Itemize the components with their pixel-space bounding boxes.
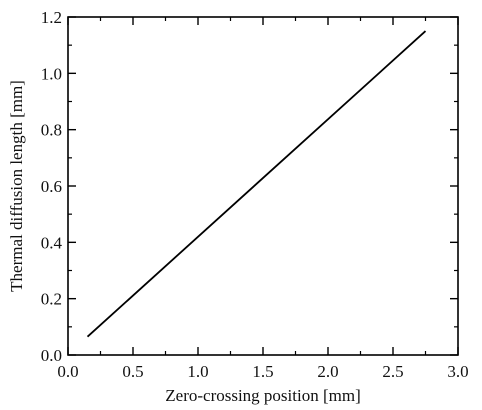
y-axis-title: Thermal diffusion length [mm] <box>7 80 26 292</box>
y-tick-label: 0.2 <box>41 290 62 309</box>
y-ticks <box>68 16 458 356</box>
x-tick-labels: 0.0 0.5 1.0 1.5 2.0 2.5 3.0 <box>57 362 468 381</box>
plot-frame <box>67 16 459 356</box>
x-tick-label: 3.0 <box>447 362 468 381</box>
y-tick-label: 0.8 <box>41 121 62 140</box>
y-tick-label: 0.4 <box>41 233 63 252</box>
x-tick-label: 1.0 <box>187 362 208 381</box>
y-tick-label: 0.0 <box>41 346 62 365</box>
y-tick-label: 0.6 <box>41 177 62 196</box>
x-tick-label: 2.0 <box>317 362 338 381</box>
x-tick-label: 0.0 <box>57 362 78 381</box>
y-tick-label: 1.2 <box>41 8 62 27</box>
x-tick-label: 1.5 <box>252 362 273 381</box>
series-line-0 <box>86 30 427 338</box>
x-axis-title: Zero-crossing position [mm] <box>165 386 360 405</box>
y-tick-label: 1.0 <box>41 64 62 83</box>
series-group <box>86 30 427 338</box>
x-ticks <box>67 17 459 355</box>
y-tick-labels: 0.0 0.2 0.4 0.6 0.8 1.0 1.2 <box>41 8 63 365</box>
x-tick-label: 0.5 <box>122 362 143 381</box>
x-tick-label: 2.5 <box>382 362 403 381</box>
